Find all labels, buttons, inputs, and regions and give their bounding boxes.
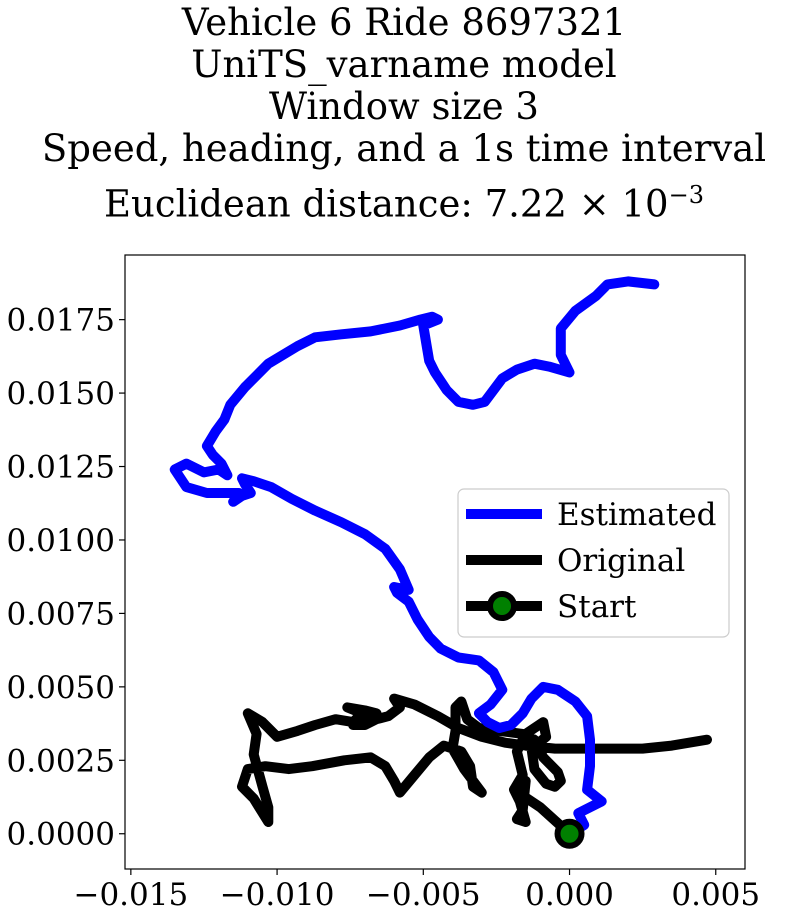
y-tick-label: 0.0075 [7,596,115,632]
x-tick-label: 0.000 [525,877,614,913]
legend-label-original: Original [557,543,685,579]
x-tick-label: −0.005 [366,877,481,913]
title-distance-exponent: −3 [668,181,704,209]
legend-label-start: Start [557,589,637,625]
title-line-5: Euclidean distance: 7.22 × 10−3 [0,174,808,225]
y-tick-label: 0.0175 [7,303,115,339]
start-marker [554,818,585,849]
x-tick-label: 0.005 [671,877,760,913]
y-tick-label: 0.0100 [7,523,115,559]
y-tick-label: 0.0000 [7,817,115,853]
x-axis: −0.015 −0.010 −0.005 0.000 0.005 [73,869,760,913]
legend-label-estimated: Estimated [557,497,716,533]
legend-swatch-start-marker [487,591,517,621]
legend-frame [457,488,730,638]
legend: Estimated Original Start [457,488,730,638]
title-line-3: Window size 3 [269,85,539,128]
series-line-estimated [169,276,660,839]
x-tick-label: −0.015 [73,877,188,913]
title-distance-text: Euclidean distance: 7.22 × 10 [104,182,669,226]
y-axis: 0.0000 0.0025 0.0050 0.0075 0.0100 0.0125 0.01… [7,303,125,853]
y-tick-label: 0.0125 [7,450,115,486]
axes-frame [124,254,746,870]
title-line-1: Vehicle 6 Ride 8697321 [181,1,627,44]
series-line-original [237,693,712,839]
title-line-2: UniTS_varname model [191,43,617,86]
series-layer [169,276,712,849]
title-line-4: Speed, heading, and a 1s time interval [41,127,767,170]
y-tick-label: 0.0025 [7,743,115,779]
y-tick-label: 0.0050 [7,670,115,706]
y-tick-label: 0.0150 [7,376,115,412]
chart-title: Vehicle 6 Ride 8697321 UniTS_varname mod… [0,2,808,225]
x-tick-label: −0.010 [220,877,335,913]
